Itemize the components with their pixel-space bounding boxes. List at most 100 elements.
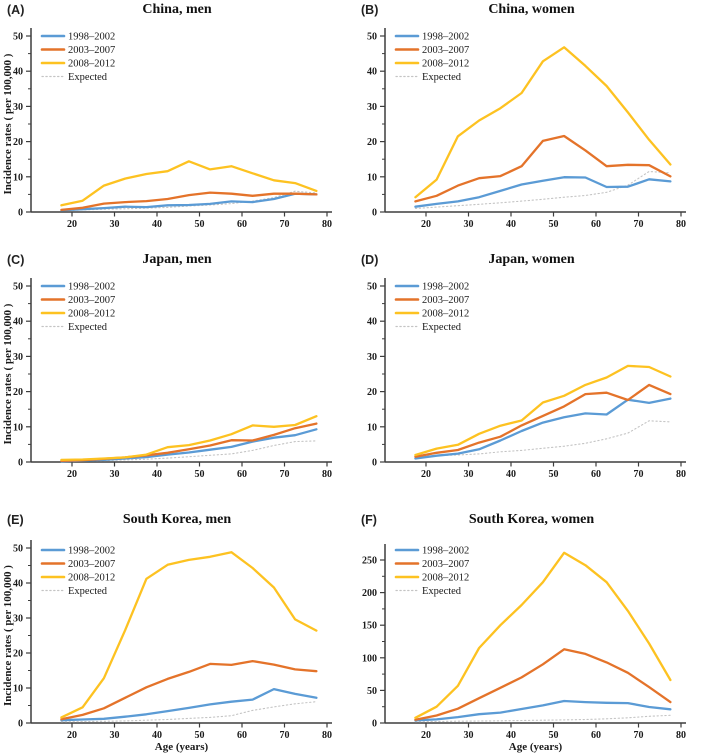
y-tick-label: 10	[13, 422, 23, 433]
legend-label-2003-2007: 2003–2007	[422, 559, 469, 570]
y-tick-label: 40	[13, 67, 23, 78]
y-tick-label: 150	[362, 621, 377, 632]
legend-label-2008-2012: 2008–2012	[68, 309, 115, 320]
legend-label-2008-2012: 2008–2012	[68, 59, 115, 70]
series-line-1998-2002	[414, 176, 672, 208]
panel-south-korea-men: (E) South Korea, men 0 10 20 30 40 50 20 30 40 50…	[0, 500, 354, 753]
series-line-2003-2007	[414, 648, 672, 721]
south-korea-women-chart: 0 50 100 150 200 250 20 30 40 50 60 70 80 Age (years)…	[362, 544, 686, 753]
legend-label-2003-2007: 2003–2007	[68, 45, 115, 56]
y-axis-title: Incidence rates ( per 100,000 )	[2, 53, 14, 194]
y-tick-label: 40	[367, 317, 377, 328]
panel-china-men: (A) China, men 0 10 20 30 40 50 20 30 40 50 60 70 80…	[0, 0, 354, 250]
x-tick-label: 30	[464, 469, 474, 480]
y-tick-label: 10	[13, 172, 23, 183]
series-line-expected	[414, 420, 671, 458]
legend-label-expected: Expected	[68, 586, 108, 597]
y-tick-label: 50	[13, 544, 23, 555]
panel-china-women: (B) China, women 0 10 20 30 40 50 20 30 40 50 60 70…	[354, 0, 709, 250]
series-line-2008-2012	[414, 364, 672, 457]
panel-letter-c: (C)	[7, 253, 25, 267]
series-line-expected	[414, 714, 671, 723]
y-tick-label: 50	[13, 32, 23, 43]
series-line-2008-2012	[414, 551, 672, 719]
x-tick-label: 30	[110, 469, 120, 480]
series-line-1998-2002	[60, 192, 318, 212]
x-axis-title: Age (years)	[509, 741, 563, 753]
y-tick-label: 30	[367, 102, 377, 113]
legend-label-2008-2012: 2008–2012	[68, 573, 115, 584]
x-tick-label: 80	[322, 730, 332, 741]
y-tick-label: 40	[13, 579, 23, 590]
series-line-2008-2012	[414, 46, 672, 199]
legend-label-1998-2002: 1998–2002	[422, 32, 469, 43]
legend-label-1998-2002: 1998–2002	[68, 546, 115, 557]
y-tick-label: 0	[18, 208, 23, 219]
series-line-1998-2002	[414, 699, 672, 722]
y-axis-title: Incidence rates ( per 100,000 )	[2, 565, 14, 706]
legend-label-2008-2012: 2008–2012	[422, 573, 469, 584]
y-tick-label: 250	[362, 556, 377, 567]
legend-label-expected: Expected	[68, 72, 108, 83]
y-tick-label: 0	[372, 719, 377, 730]
x-tick-label: 30	[464, 730, 474, 741]
y-tick-label: 30	[13, 614, 23, 625]
japan-men-chart: 0 10 20 30 40 50 20 30 40 50 60 70 80 Incidence rates…	[2, 278, 332, 480]
x-tick-label: 80	[676, 730, 686, 741]
panel-title-japan-women: Japan, women	[488, 252, 575, 267]
panel-japan-men: (C) Japan, men 0 10 20 30 40 50 20 30 40 50 60 70 80…	[0, 250, 354, 500]
y-tick-label: 20	[367, 387, 377, 398]
y-tick-label: 20	[367, 137, 377, 148]
series-line-2008-2012	[60, 160, 318, 207]
panel-japan-women: (D) Japan, women 0 10 20 30 40 50 20 30 40 50 60 70…	[354, 250, 709, 500]
x-tick-label: 50	[195, 219, 205, 230]
x-tick-label: 70	[634, 469, 644, 480]
series-line-2008-2012	[60, 551, 318, 719]
series-line-2008-2012	[60, 415, 318, 462]
y-tick-label: 20	[13, 649, 23, 660]
x-tick-label: 20	[421, 730, 431, 741]
panel-title-south-korea-women: South Korea, women	[468, 512, 595, 527]
legend-label-1998-2002: 1998–2002	[68, 282, 115, 293]
x-tick-label: 20	[421, 219, 431, 230]
x-tick-label: 70	[634, 219, 644, 230]
series-line-2003-2007	[414, 383, 672, 458]
y-tick-label: 50	[367, 686, 377, 697]
y-tick-label: 100	[362, 653, 377, 664]
x-axis-title: Age (years)	[155, 741, 209, 753]
y-tick-label: 30	[367, 352, 377, 363]
x-tick-label: 40	[506, 469, 516, 480]
x-tick-label: 60	[591, 730, 601, 741]
x-tick-label: 60	[237, 730, 247, 741]
series-line-expected	[414, 170, 671, 210]
x-tick-label: 50	[549, 469, 559, 480]
series-line-2003-2007	[60, 191, 318, 212]
series-line-expected	[60, 701, 317, 723]
x-tick-label: 20	[421, 469, 431, 480]
x-tick-label: 60	[591, 469, 601, 480]
x-tick-label: 80	[322, 469, 332, 480]
series-line-2003-2007	[60, 422, 318, 463]
y-tick-label: 200	[362, 588, 377, 599]
legend-label-expected: Expected	[68, 322, 108, 333]
y-tick-label: 0	[18, 719, 23, 730]
x-tick-label: 70	[280, 730, 290, 741]
y-tick-label: 0	[372, 208, 377, 219]
y-tick-label: 50	[367, 32, 377, 43]
legend-label-2003-2007: 2003–2007	[68, 559, 115, 570]
y-tick-label: 20	[13, 137, 23, 148]
x-tick-label: 60	[237, 469, 247, 480]
x-tick-label: 70	[280, 469, 290, 480]
series-line-2003-2007	[414, 134, 672, 203]
x-tick-label: 80	[676, 219, 686, 230]
x-tick-label: 30	[110, 730, 120, 741]
panel-south-korea-women: (F) South Korea, women 0 50 100 150 200 250 20…	[354, 500, 709, 753]
x-tick-label: 60	[591, 219, 601, 230]
x-tick-label: 40	[152, 730, 162, 741]
x-tick-label: 60	[237, 219, 247, 230]
legend-label-1998-2002: 1998–2002	[422, 546, 469, 557]
legend-label-expected: Expected	[422, 322, 462, 333]
x-tick-label: 50	[549, 730, 559, 741]
panel-title-china-men: China, men	[142, 2, 212, 17]
